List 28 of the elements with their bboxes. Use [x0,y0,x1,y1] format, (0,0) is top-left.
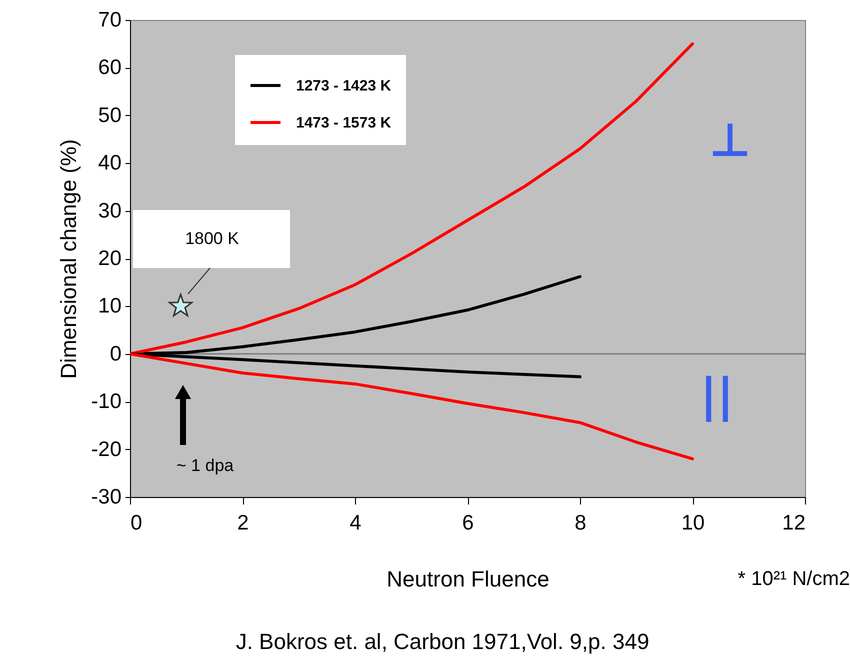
annotation: || [700,368,734,422]
x-tick-label: 10 [681,512,705,534]
y-tick-label: 60 [98,56,122,80]
y-tick-label: -20 [91,438,122,461]
text: * 10²¹ N/cm2 [738,568,850,590]
x-tick-label: 4 [350,512,362,534]
annotation: ⊥ [708,113,752,167]
y-tick-label: 30 [98,199,122,222]
x-tick-label: 6 [462,512,474,534]
text: J. Bokros et. al, Carbon 1971,Vol. 9,p. 349 [236,629,650,654]
y-tick-label: 0 [110,342,122,366]
y-tick-label: 50 [98,104,122,127]
y-axis-title: Dimensional change (%) [56,139,82,379]
legend-label: 1273 - 1423 K [296,78,392,94]
annotation: ~ 1 dpa [176,456,234,475]
x-tick-label: 8 [574,512,586,534]
y-tick-label: 10 [98,294,122,318]
x-tick-label: 12 [782,512,806,534]
x-tick-label: 0 [130,512,142,534]
x-tick-label: 2 [237,512,249,534]
y-tick-label: -10 [91,390,122,414]
y-tick-label: 70 [98,8,122,32]
y-tick-label: -30 [91,486,122,508]
x-axis-title: Neutron Fluence [386,566,550,592]
y-tick-label: 20 [98,247,122,270]
y-tick-label: 40 [98,152,122,175]
annotation: 1800 K [185,229,240,248]
legend-label: 1473 - 1573 K [296,114,392,132]
